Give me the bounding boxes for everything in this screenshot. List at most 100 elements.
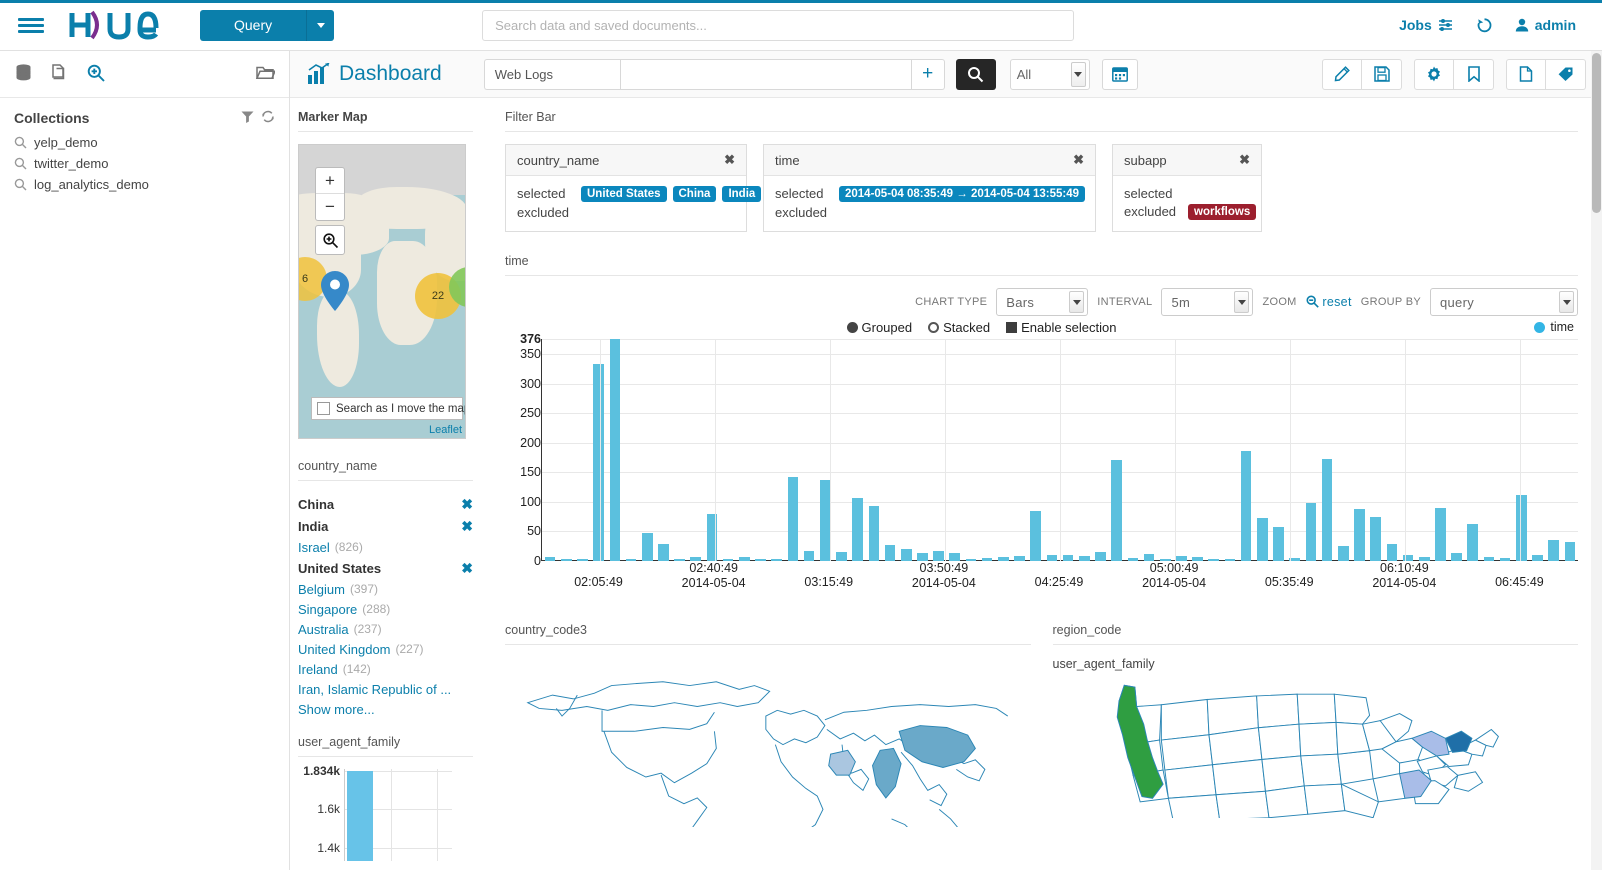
chart-bar[interactable]: [771, 559, 783, 561]
edit-button[interactable]: [1322, 58, 1362, 90]
query-input[interactable]: [619, 58, 912, 90]
chart-bar[interactable]: [1451, 552, 1462, 561]
close-icon[interactable]: ✖: [724, 152, 735, 167]
new-document-button[interactable]: [1506, 58, 1546, 90]
chart-bar[interactable]: [722, 559, 734, 561]
chart-bar[interactable]: [544, 557, 556, 561]
chart-bar[interactable]: [658, 543, 669, 561]
chart-bar[interactable]: [1078, 556, 1090, 561]
save-button[interactable]: [1362, 58, 1402, 90]
facet-remove-icon[interactable]: ✖: [461, 559, 473, 576]
facet-row[interactable]: Australia (237): [298, 619, 473, 639]
filter-tag-time-range[interactable]: 2014-05-04 08:35:49 → 2014-05-04 13:55:4…: [839, 185, 1085, 202]
collection-item[interactable]: log_analytics_demo: [14, 174, 275, 195]
chart-bar[interactable]: [998, 556, 1009, 561]
chart-bar[interactable]: [1257, 517, 1268, 561]
dashboard-name-field[interactable]: Web Logs: [483, 58, 620, 90]
chart-type-select[interactable]: Bars: [996, 288, 1089, 316]
chart-bar[interactable]: [1499, 558, 1511, 561]
map-zoom-in-button[interactable]: +: [316, 168, 344, 194]
interval-select[interactable]: 5m: [1161, 288, 1254, 316]
mode-enable-selection[interactable]: Enable selection: [1006, 320, 1116, 335]
chart-bar[interactable]: [1273, 526, 1284, 561]
refresh-icon[interactable]: [261, 110, 275, 126]
facet-row[interactable]: United Kingdom (227): [298, 639, 473, 659]
chart-bar[interactable]: [1046, 555, 1058, 561]
facet-row[interactable]: Ireland (142): [298, 659, 473, 679]
chart-plot-area[interactable]: [541, 339, 1578, 561]
filter-tag-excluded[interactable]: workflows: [1188, 203, 1257, 220]
calendar-button[interactable]: [1101, 58, 1138, 90]
jobs-link[interactable]: Jobs: [1399, 17, 1454, 33]
chart-bar[interactable]: [674, 559, 685, 561]
facet-row[interactable]: Singapore (288): [298, 599, 473, 619]
hamburger-icon[interactable]: [0, 15, 62, 36]
zoom-reset-link[interactable]: reset: [1306, 295, 1352, 309]
history-button[interactable]: [1476, 17, 1493, 33]
chart-bar[interactable]: [1467, 524, 1479, 561]
chart-bar[interactable]: [641, 532, 653, 561]
chart-bar[interactable]: [1014, 555, 1025, 561]
chart-bar[interactable]: [1208, 559, 1220, 561]
chart-bar[interactable]: [706, 514, 718, 561]
hue-logo[interactable]: [62, 8, 182, 42]
chart-bar[interactable]: [690, 557, 702, 561]
chart-bar[interactable]: [900, 549, 912, 561]
mode-stacked[interactable]: Stacked: [928, 320, 990, 335]
chart-bar[interactable]: [755, 559, 766, 561]
search-plus-icon[interactable]: [86, 63, 106, 86]
facet-remove-icon[interactable]: ✖: [461, 495, 473, 512]
user-agent-mini-chart[interactable]: 1.834k 1.6k 1.4k: [298, 764, 473, 861]
chart-bar[interactable]: [1354, 509, 1365, 561]
chart-bar[interactable]: [1321, 459, 1333, 561]
filter-tag[interactable]: China: [672, 185, 717, 202]
chart-bar[interactable]: [836, 552, 847, 561]
filter-icon[interactable]: [241, 110, 254, 126]
filter-tag[interactable]: India: [722, 185, 762, 202]
chart-bar[interactable]: [1386, 544, 1398, 561]
chart-bar[interactable]: [1418, 556, 1430, 561]
close-icon[interactable]: ✖: [1073, 152, 1084, 167]
close-icon[interactable]: ✖: [1239, 152, 1250, 167]
us-map[interactable]: [1053, 673, 1579, 818]
group-by-select[interactable]: query: [1430, 288, 1578, 316]
user-menu[interactable]: admin: [1515, 17, 1576, 33]
chart-bar[interactable]: [917, 552, 928, 561]
chart-bar[interactable]: [819, 480, 831, 561]
query-button[interactable]: Query: [200, 9, 307, 41]
chart-bar[interactable]: [868, 505, 880, 561]
chart-bar[interactable]: [949, 553, 961, 561]
facet-row[interactable]: Israel (826): [298, 537, 473, 557]
page-scrollbar[interactable]: [1591, 51, 1602, 870]
chart-bar[interactable]: [852, 497, 863, 561]
chart-bar[interactable]: [1176, 556, 1187, 561]
chart-bar[interactable]: [1143, 553, 1155, 561]
folder-icon[interactable]: [255, 63, 277, 85]
search-as-i-move-checkbox[interactable]: [317, 402, 330, 415]
world-map[interactable]: [505, 657, 1031, 827]
show-more-link[interactable]: Show more...: [298, 702, 375, 717]
scrollbar-thumb[interactable]: [1592, 53, 1601, 213]
chart-bar[interactable]: [739, 557, 750, 561]
leaflet-attribution[interactable]: Leaflet: [428, 424, 462, 436]
facet-row[interactable]: Belgium (397): [298, 579, 473, 599]
chart-bar[interactable]: [1532, 554, 1543, 561]
add-query-button[interactable]: +: [911, 58, 945, 90]
chart-bar[interactable]: [1240, 451, 1252, 561]
chart-bar[interactable]: [1337, 546, 1349, 561]
chart-bar[interactable]: [625, 559, 637, 561]
facet-row[interactable]: Iran, Islamic Republic of ...: [298, 679, 473, 699]
map-marker-pin[interactable]: [319, 270, 351, 315]
chart-bar[interactable]: [884, 545, 896, 561]
chart-bar[interactable]: [609, 339, 621, 561]
chart-bar[interactable]: [1127, 558, 1139, 561]
settings-button[interactable]: [1414, 58, 1454, 90]
chart-bar[interactable]: [593, 364, 604, 561]
chart-bar[interactable]: [1289, 558, 1301, 561]
scope-select[interactable]: All: [1009, 58, 1090, 90]
query-button-group[interactable]: Query: [200, 9, 335, 41]
chart-bar[interactable]: [803, 550, 815, 561]
bookmark-button[interactable]: [1454, 58, 1494, 90]
map-zoom-out-button[interactable]: −: [325, 197, 335, 216]
